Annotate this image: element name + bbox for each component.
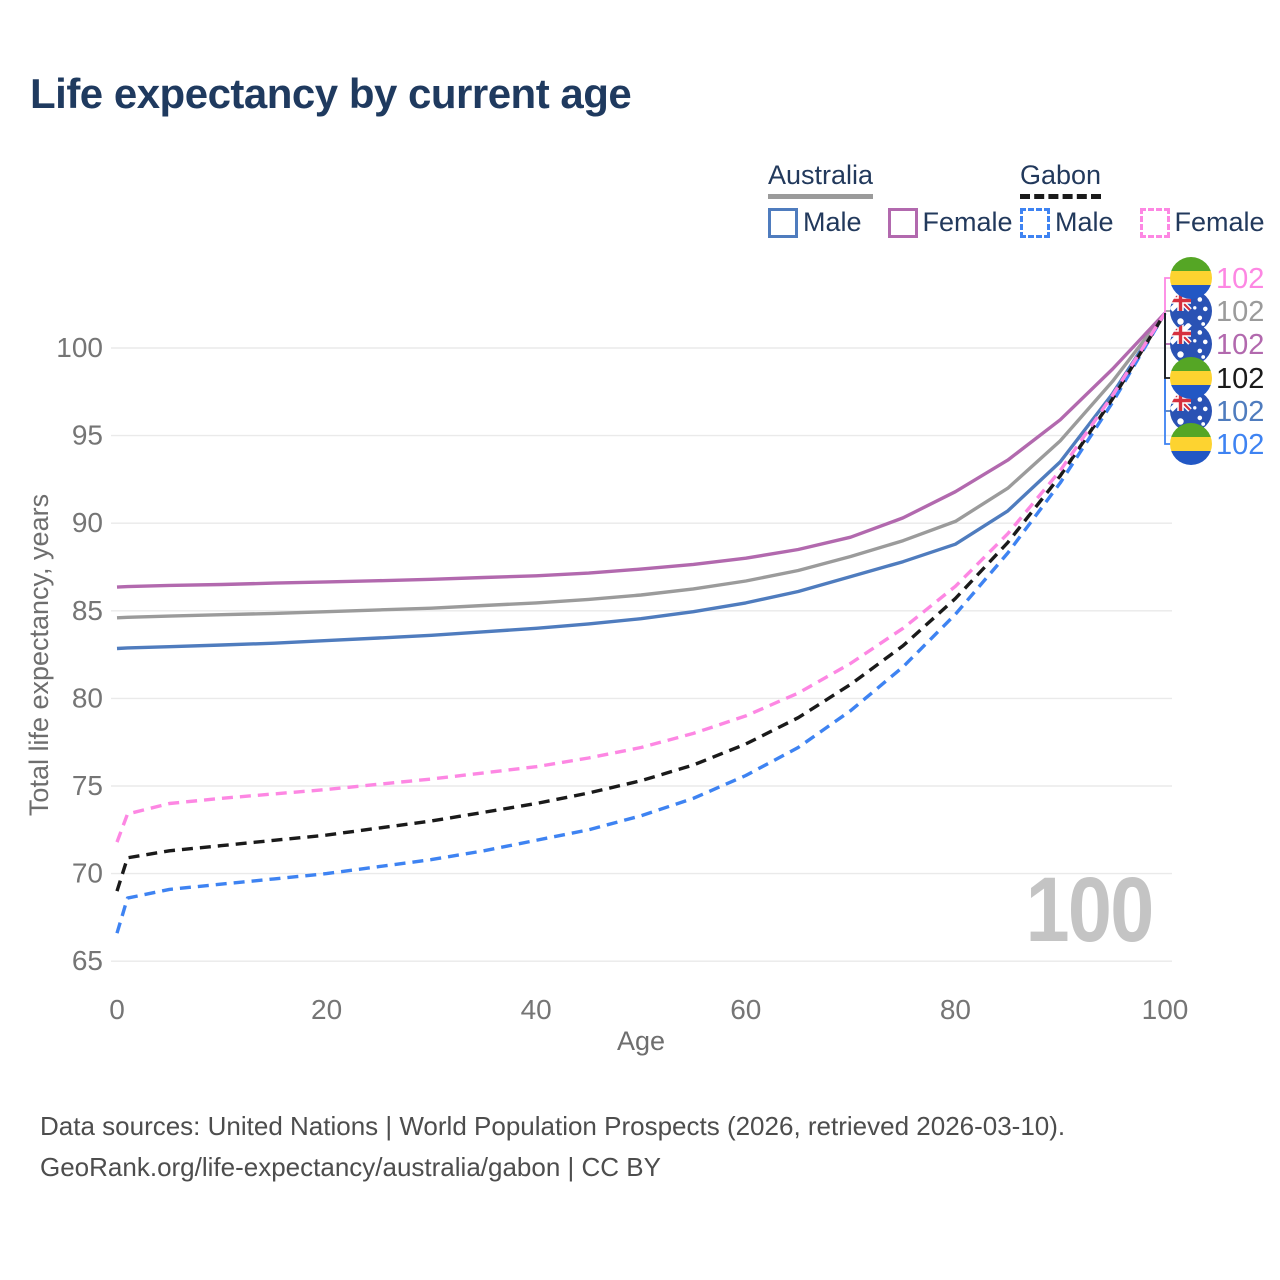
gabon-flag-icon <box>1170 423 1212 465</box>
legend-item-australia-female: Female <box>887 207 1013 238</box>
legend-label-australia-male: Male <box>803 207 862 237</box>
y-tick-label: 75 <box>72 770 103 801</box>
gabon-female-swatch-icon <box>1139 207 1170 238</box>
australia-female-swatch-icon <box>887 207 918 238</box>
page-title: Life expectancy by current age <box>30 70 632 117</box>
legend-item-australia-male: Male <box>768 207 862 238</box>
y-axis-title: Total life expectancy, years <box>24 494 54 816</box>
legend-label-australia-female: Female <box>922 207 1013 237</box>
end-value-label: 102 <box>1216 429 1264 461</box>
legend: Australia Male Female Gabon Male <box>0 160 1280 250</box>
end-value-label: 102 <box>1216 329 1264 361</box>
end-value-label: 102 <box>1216 296 1264 328</box>
y-tick-label: 90 <box>72 507 103 538</box>
footer-data-sources: Data sources: United Nations | World Pop… <box>40 1111 1066 1141</box>
x-tick-label: 0 <box>109 994 125 1025</box>
age-counter-watermark: 100 <box>1025 859 1154 961</box>
x-tick-label: 20 <box>311 994 342 1025</box>
end-label-connector <box>1164 313 1177 412</box>
footer: Data sources: United Nations | World Pop… <box>40 1106 1065 1188</box>
x-tick-label: 60 <box>730 994 761 1025</box>
footer-attribution: GeoRank.org/life-expectancy/australia/ga… <box>40 1152 661 1182</box>
end-value-label: 102 <box>1216 263 1264 295</box>
legend-item-gabon-male: Male <box>1020 207 1114 238</box>
legend-item-gabon-female: Female <box>1139 207 1265 238</box>
legend-group-gabon: Gabon Male Female <box>1020 160 1265 238</box>
legend-country-gabon: Gabon <box>1020 160 1102 199</box>
y-tick-label: 95 <box>72 420 103 451</box>
gabon-flag-icon <box>1170 257 1212 299</box>
y-tick-label: 85 <box>72 595 103 626</box>
y-tick-label: 70 <box>72 858 103 889</box>
y-tick-label: 80 <box>72 682 103 713</box>
y-tick-label: 100 <box>56 332 103 363</box>
legend-label-gabon-male: Male <box>1055 207 1114 237</box>
x-tick-label: 100 <box>1142 994 1189 1025</box>
y-tick-label: 65 <box>72 945 103 976</box>
end-value-label: 102 <box>1216 363 1264 395</box>
series-line-australia-male <box>116 312 1167 651</box>
series-line-gabon-male <box>115 312 1167 934</box>
legend-items-australia: Male Female <box>768 207 1013 238</box>
gabon-flag-icon <box>1170 357 1212 399</box>
x-tick-label: 40 <box>521 994 552 1025</box>
x-axis-title: Age <box>617 1026 665 1056</box>
series-line-australia <box>116 311 1167 620</box>
legend-country-australia: Australia <box>768 160 874 199</box>
legend-group-australia: Australia Male Female <box>768 160 1013 238</box>
series-line-australia-female <box>116 311 1167 589</box>
series-line-gabon <box>115 312 1167 892</box>
end-value-label: 102 <box>1216 396 1264 428</box>
australia-male-swatch-icon <box>768 207 798 238</box>
legend-items-gabon: Male Female <box>1020 207 1265 238</box>
x-tick-label: 80 <box>940 994 971 1025</box>
legend-label-gabon-female: Female <box>1174 207 1265 237</box>
gabon-male-swatch-icon <box>1020 207 1050 238</box>
series-line-gabon-female <box>115 312 1167 843</box>
